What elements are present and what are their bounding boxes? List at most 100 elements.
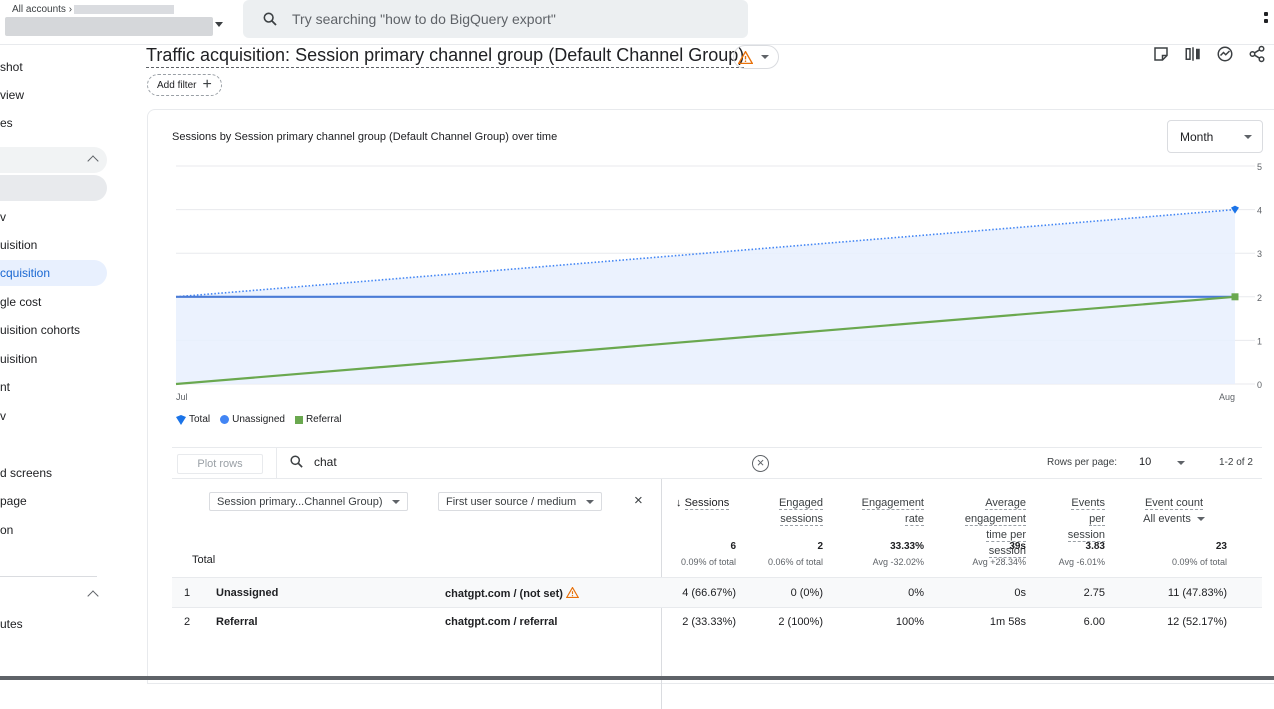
row-eps: 6.00 (1083, 616, 1105, 628)
nav-section-header[interactable] (0, 147, 107, 173)
chevron-down-icon[interactable] (1177, 461, 1185, 465)
nav-item[interactable]: nt (0, 380, 11, 394)
redacted-account (74, 4, 175, 14)
legend-item-unassigned[interactable]: Unassigned (220, 414, 285, 425)
header-text: sessions (780, 513, 823, 526)
search-input[interactable] (292, 11, 732, 27)
secondary-dimension-select[interactable]: First user source / medium (438, 492, 603, 511)
account-breadcrumb[interactable]: All accounts › (12, 4, 175, 15)
total-sessions: 6 (730, 541, 736, 552)
share-icon[interactable] (1248, 45, 1266, 63)
property-selector[interactable] (5, 17, 213, 36)
row-channel[interactable]: Unassigned (216, 587, 279, 599)
total-rate: 33.33% (890, 541, 924, 552)
row-source[interactable]: chatgpt.com / (not set) (445, 586, 580, 600)
row-rate: 0% (908, 587, 924, 599)
header-text: session (1067, 529, 1105, 542)
row-events: 12 (52.17%) (1167, 616, 1227, 628)
nav-item[interactable]: v (0, 210, 6, 224)
nav-item[interactable]: uisition (0, 352, 38, 366)
plot-rows-button[interactable]: Plot rows (177, 454, 263, 474)
nav-item[interactable]: gle cost (0, 295, 42, 309)
nav-item[interactable]: es (0, 116, 13, 130)
add-filter-label: Add filter (157, 79, 197, 91)
plus-icon: + (202, 76, 212, 93)
row-divider (172, 577, 1262, 578)
table-row-highlight (172, 578, 1262, 607)
chevron-down-icon (392, 499, 401, 504)
nav-item[interactable]: v (0, 409, 6, 423)
col-header-sessions[interactable]: ↓ Sessions (676, 495, 730, 511)
rows-per-page-select[interactable]: 10 (1139, 456, 1152, 468)
report-card: Sessions by Session primary channel grou… (147, 109, 1274, 709)
primary-dimension-select[interactable]: Session primary...Channel Group) (209, 492, 409, 511)
nav-item[interactable]: d screens (0, 466, 53, 480)
row-source-text: chatgpt.com / (not set) (445, 588, 563, 600)
table-search-value[interactable]: chat (314, 454, 337, 469)
bottom-edge (0, 676, 1274, 680)
nav-item[interactable]: on (0, 523, 14, 537)
period-select-value: Month (1180, 129, 1214, 144)
legend-item-referral[interactable]: Referral (294, 414, 342, 425)
data-quality-chip[interactable] (733, 45, 779, 69)
row-source[interactable]: chatgpt.com / referral (445, 616, 558, 628)
x-tick-label: Jul (176, 392, 188, 402)
chevron-down-icon[interactable] (1196, 517, 1205, 521)
total-point (1231, 205, 1239, 214)
add-filter-button[interactable]: Add filter + (147, 74, 222, 96)
chart-title: Sessions by Session primary channel grou… (172, 131, 558, 143)
account-label: All accounts (12, 4, 66, 15)
main-content: Traffic acquisition: Session primary cha… (112, 45, 1274, 709)
row-avg-time: 1m 58s (989, 616, 1026, 628)
edit-report-icon[interactable] (1152, 45, 1170, 63)
insights-icon[interactable] (1216, 45, 1234, 63)
referral-point (1231, 293, 1239, 301)
pagination-status: 1-2 of 2 (1219, 457, 1253, 468)
col-header-engagement-rate[interactable]: Engagement rate (852, 495, 924, 527)
search-bar[interactable] (243, 0, 748, 38)
nav-item[interactable]: uisition (0, 238, 38, 252)
chevron-down-icon (586, 499, 595, 504)
y-tick-label: 3 (1257, 249, 1262, 259)
property-dropdown-icon[interactable] (215, 22, 223, 27)
nav-item-selected-group[interactable] (0, 175, 107, 201)
chevron-up-icon (87, 590, 99, 602)
rows-per-page-label: Rows per page: (1047, 457, 1118, 468)
legend-item-total[interactable]: Total (176, 414, 210, 425)
header-text: Sessions (684, 497, 730, 510)
nav-item[interactable]: uisition cohorts (0, 323, 81, 337)
event-filter-select[interactable]: All events (1143, 513, 1191, 525)
page-title[interactable]: Traffic acquisition: Session primary cha… (146, 45, 745, 68)
period-select[interactable]: Month (1167, 120, 1263, 153)
report-toolbar (1152, 45, 1266, 63)
col-header-event-count[interactable]: Event count All events (1132, 495, 1216, 527)
row-channel[interactable]: Referral (216, 616, 258, 628)
col-header-avg-engagement-time[interactable]: Average engagement time per session (952, 495, 1026, 559)
compare-icon[interactable] (1184, 45, 1202, 63)
unassigned-marker-icon (220, 415, 230, 424)
nav-item[interactable]: page (0, 494, 27, 508)
row-engaged: 0 (0%) (790, 587, 823, 599)
nav-item[interactable]: utes (0, 617, 23, 631)
header-text: rate (905, 513, 924, 526)
total-engaged-sub: 0.06% of total (767, 557, 823, 567)
more-options-icon[interactable] (1264, 12, 1270, 28)
col-header-events-per-session[interactable]: Events per session (1052, 495, 1105, 543)
row-index: 2 (184, 616, 191, 628)
total-eps: 3.83 (1085, 541, 1105, 552)
nav-section-header[interactable] (0, 582, 107, 608)
header-text: engagement (964, 513, 1026, 526)
col-header-engaged-sessions[interactable]: Engaged sessions (762, 495, 823, 527)
y-tick-label: 5 (1257, 162, 1262, 172)
chevron-up-icon (87, 155, 99, 167)
total-avg-time: 39s (1009, 541, 1026, 552)
nav-item[interactable]: view (0, 88, 25, 102)
clear-search-icon[interactable]: × (752, 455, 769, 472)
nav-item-traffic-acquisition[interactable]: cquisition (0, 260, 107, 286)
header-text: Event count (1144, 497, 1204, 510)
total-marker-icon (176, 414, 186, 425)
nav-item[interactable]: shot (0, 60, 23, 74)
table-toolbar: Plot rows chat × Rows per page: 10 1-2 o… (172, 447, 1262, 479)
table-search[interactable]: chat (289, 454, 337, 469)
remove-dimension-icon[interactable]: × (634, 492, 643, 509)
